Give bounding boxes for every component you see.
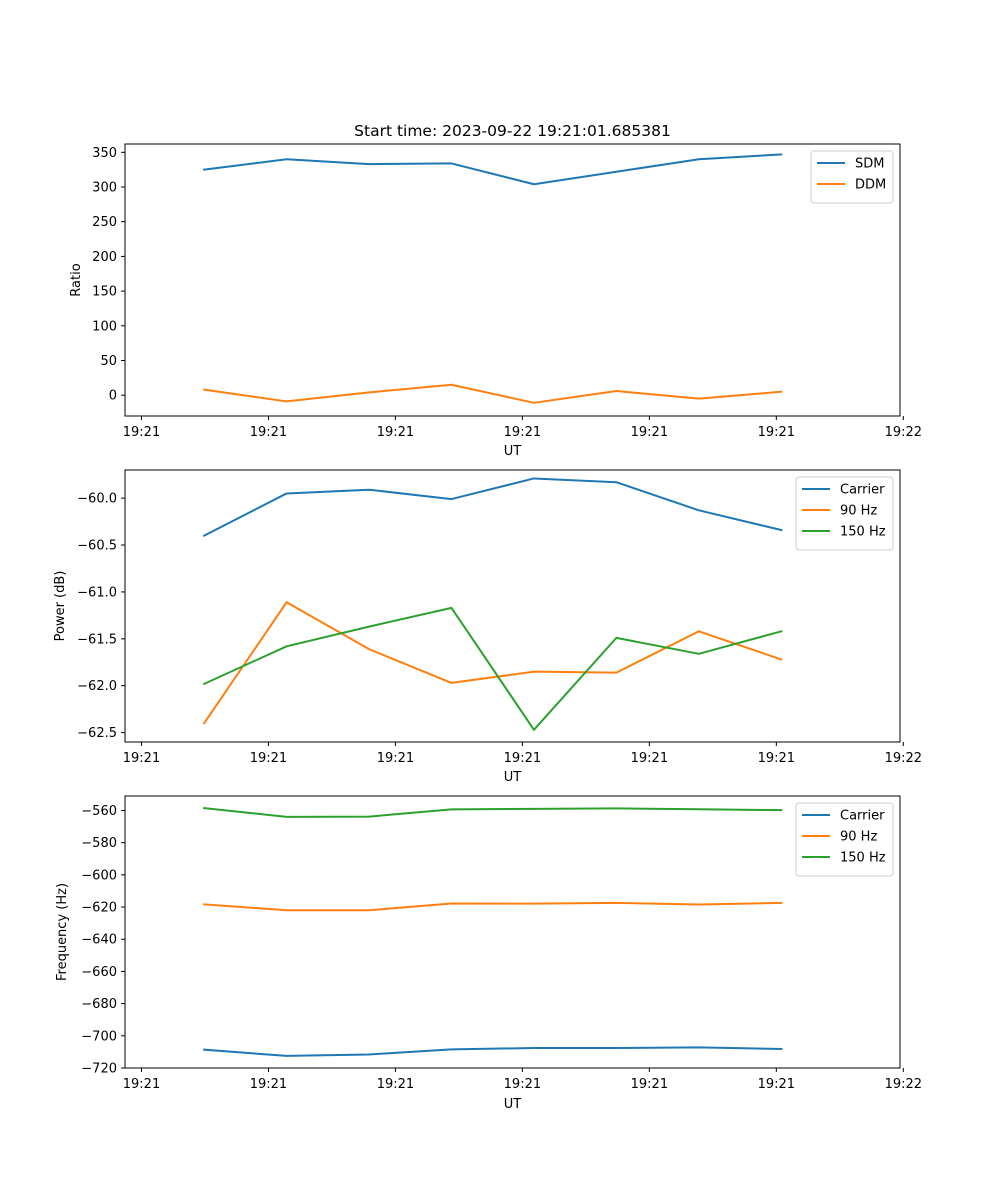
- legend-label: 90 Hz: [840, 504, 877, 519]
- y-tick-label: −700: [81, 1029, 117, 1044]
- legend-frequency: Carrier 90 Hz 150 Hz: [795, 802, 894, 877]
- x-tick-label: 19:21: [758, 751, 795, 766]
- series-line-sdm-ratio: [203, 153, 783, 186]
- axes-frame-frequency: [124, 795, 901, 1069]
- series-line-90-hz-power: [202, 601, 783, 725]
- y-tick-label: −62.5: [77, 726, 117, 741]
- panel-ratio: Start time: 2023-09-22 19:21:01.685381 1…: [69, 122, 922, 459]
- x-tick-label: 19:21: [504, 425, 541, 440]
- axes-frame-ratio: [124, 143, 901, 417]
- plot-area-frequency: [203, 806, 783, 1057]
- y-tick-label: 250: [92, 215, 117, 230]
- chart-title: Start time: 2023-09-22 19:21:01.685381: [354, 122, 671, 140]
- x-axis-power: 19:21 19:21 19:21 19:21 19:21 19:21 19:22: [123, 742, 922, 766]
- y-tick-label: −61.5: [77, 632, 117, 647]
- x-tick-label: 19:21: [250, 751, 287, 766]
- y-tick-label: 0: [109, 389, 117, 404]
- x-tick-label: 19:21: [250, 425, 287, 440]
- y-axis-label-ratio: Ratio: [69, 263, 84, 296]
- series-line-carrier-power: [202, 477, 783, 538]
- x-tick-label: 19:21: [504, 751, 541, 766]
- y-axis-ratio: 0 50 100 150 200 250 300 350: [92, 146, 125, 404]
- axes-frame-power: [124, 469, 901, 743]
- x-tick-label: 19:21: [250, 1077, 287, 1092]
- legend-ratio: SDM DDM: [810, 150, 894, 204]
- series-line-ddm-ratio: [203, 383, 783, 404]
- panel-power: 19:21 19:21 19:21 19:21 19:21 19:21 19:22 −62.…: [53, 469, 922, 785]
- x-tick-label: 19:21: [631, 425, 668, 440]
- series-line-90-hz-frequency: [203, 901, 783, 912]
- x-tick-label: 19:21: [377, 1077, 414, 1092]
- x-tick-label: 19:21: [123, 1077, 160, 1092]
- legend-label: SDM: [855, 157, 884, 172]
- legend-label: Carrier: [840, 483, 885, 498]
- y-axis-power: −62.5 −62.0 −61.5 −61.0 −60.5 −60.0: [77, 492, 125, 741]
- y-tick-label: −62.0: [77, 679, 117, 694]
- series-line-carrier-frequency: [203, 1046, 783, 1057]
- legend-label: 90 Hz: [840, 830, 877, 845]
- y-tick-label: 300: [92, 181, 117, 196]
- series-line-150-hz-power: [202, 606, 783, 731]
- x-axis-ratio: 19:21 19:21 19:21 19:21 19:21 19:21 19:22: [123, 416, 922, 440]
- series-line-150-hz-frequency: [203, 806, 783, 818]
- x-axis-label-frequency: UT: [504, 1097, 522, 1112]
- x-tick-label: 19:21: [631, 751, 668, 766]
- x-tick-label: 19:21: [758, 425, 795, 440]
- x-tick-label: 19:21: [123, 751, 160, 766]
- y-tick-label: 200: [92, 250, 117, 265]
- x-tick-label: 19:21: [631, 1077, 668, 1092]
- x-tick-label: 19:22: [885, 1077, 922, 1092]
- y-tick-label: 350: [92, 146, 117, 161]
- x-axis-frequency: 19:21 19:21 19:21 19:21 19:21 19:21 19:22: [123, 1068, 922, 1092]
- x-tick-label: 19:22: [885, 425, 922, 440]
- plot-area-ratio: [203, 153, 783, 404]
- panel-frequency: 19:21 19:21 19:21 19:21 19:21 19:21 19:22 −720…: [55, 795, 922, 1112]
- x-tick-label: 19:21: [123, 425, 160, 440]
- y-tick-label: −60.0: [77, 492, 117, 507]
- x-tick-label: 19:22: [885, 751, 922, 766]
- y-tick-label: −620: [81, 901, 117, 916]
- y-axis-label-power: Power (dB): [53, 571, 68, 642]
- legend-power: Carrier 90 Hz 150 Hz: [795, 476, 894, 551]
- y-tick-label: −660: [81, 965, 117, 980]
- y-tick-label: −580: [81, 836, 117, 851]
- x-axis-label-power: UT: [504, 770, 522, 785]
- x-tick-label: 19:21: [377, 425, 414, 440]
- plot-area-power: [202, 477, 783, 731]
- y-tick-label: 50: [100, 354, 117, 369]
- legend-label: 150 Hz: [840, 525, 886, 540]
- y-axis-frequency: −720 −700 −680 −660 −640 −620 −600 −580 −560: [81, 804, 125, 1077]
- x-axis-label-ratio: UT: [504, 444, 522, 459]
- legend-label: DDM: [855, 178, 886, 193]
- legend-label: Carrier: [840, 809, 885, 824]
- y-tick-label: −680: [81, 997, 117, 1012]
- y-tick-label: 100: [92, 319, 117, 334]
- y-tick-label: −560: [81, 804, 117, 819]
- x-tick-label: 19:21: [377, 751, 414, 766]
- y-tick-label: −640: [81, 933, 117, 948]
- x-tick-label: 19:21: [758, 1077, 795, 1092]
- y-tick-label: −60.5: [77, 539, 117, 554]
- y-tick-label: 150: [92, 285, 117, 300]
- y-tick-label: −720: [81, 1062, 117, 1077]
- y-tick-label: −61.0: [77, 585, 117, 600]
- y-tick-label: −600: [81, 868, 117, 883]
- legend-label: 150 Hz: [840, 851, 886, 866]
- y-axis-label-frequency: Frequency (Hz): [55, 883, 70, 981]
- x-tick-label: 19:21: [504, 1077, 541, 1092]
